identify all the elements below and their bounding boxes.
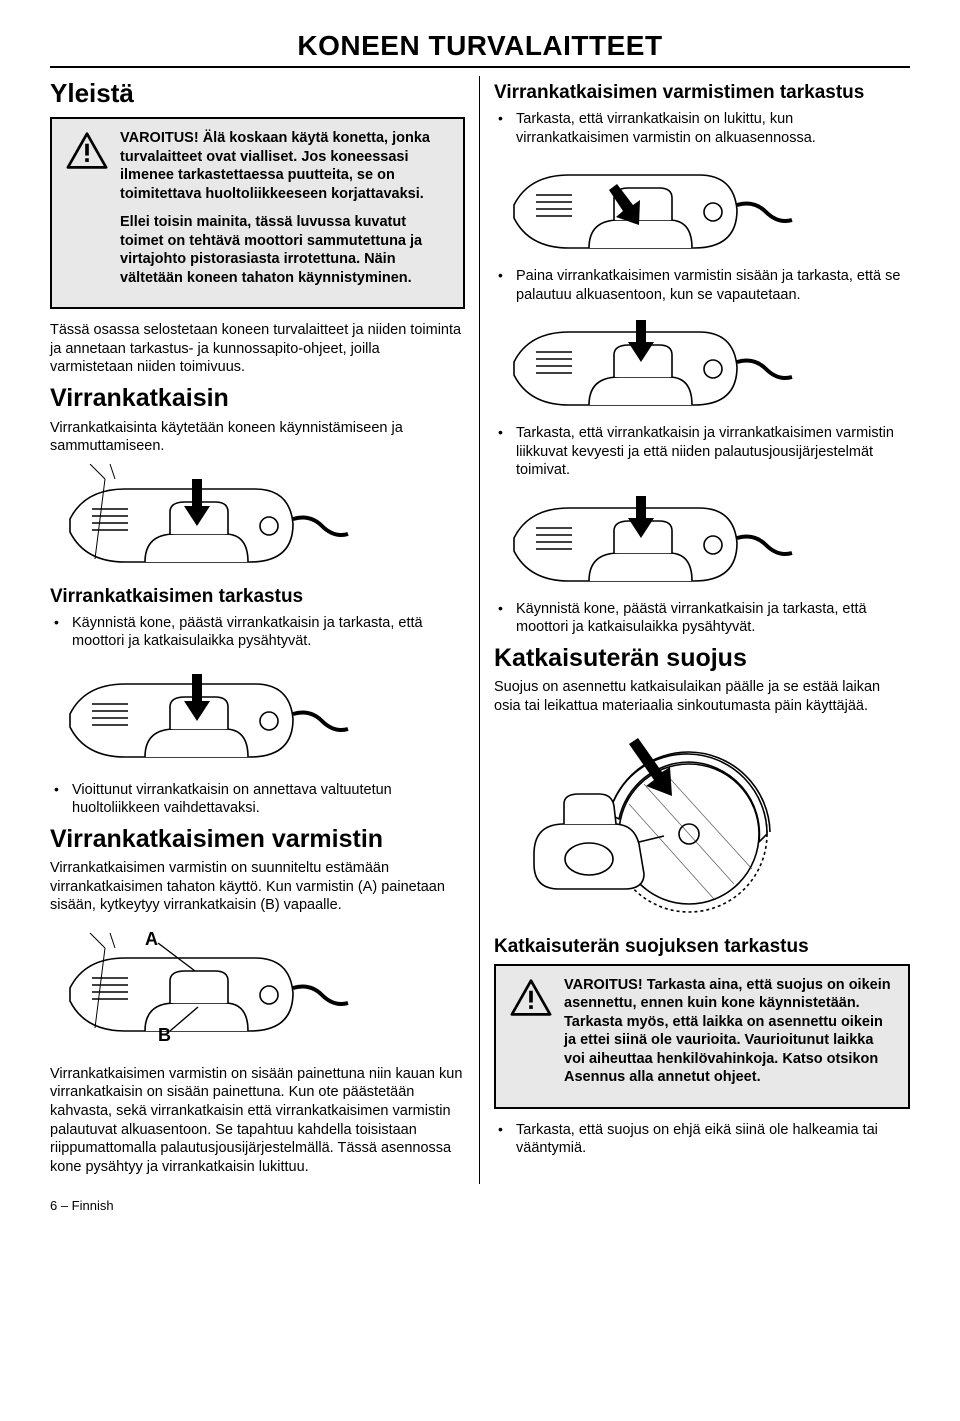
vkv-para2: Virrankatkaisimen varmistin on sisään pa…	[50, 1065, 465, 1176]
heading-vk-varmistin: Virrankatkaisimen varmistin	[50, 826, 465, 854]
warning-text-2: VAROITUS! Tarkasta aina, että suojus on …	[564, 976, 896, 1097]
r-bullet-3: Tarkasta, että virrankatkaisin ja virran…	[494, 424, 910, 480]
intro-paragraph: Tässä osassa selostetaan koneen turvalai…	[50, 321, 465, 377]
warn1-para1: VAROITUS! Älä koskaan käytä konetta, jon…	[120, 129, 451, 203]
right-column: Virrankatkaisimen varmistimen tarkastus …	[480, 76, 910, 1184]
page-title: KONEEN TURVALAITTEET	[50, 30, 910, 62]
warn1-para2: Ellei toisin mainita, tässä luvussa kuva…	[120, 213, 451, 287]
virrankatkaisin-para: Virrankatkaisinta käytetään koneen käynn…	[50, 419, 465, 456]
page-footer: 6 – Finnish	[50, 1198, 910, 1213]
warn2-para: VAROITUS! Tarkasta aina, että suojus on …	[564, 976, 896, 1087]
heading-yleista: Yleistä	[50, 78, 465, 109]
figure-guard	[494, 724, 910, 924]
heading-varm-tarkastus: Virrankatkaisimen varmistimen tarkastus	[494, 82, 910, 104]
warning-icon	[508, 976, 554, 1097]
warning-icon	[64, 129, 110, 297]
r-bullet-1: Tarkasta, että virrankatkaisin on lukitt…	[494, 110, 910, 147]
figure-switch-ab: A B	[50, 923, 465, 1053]
figure-right-3	[494, 488, 910, 588]
heading-suojus-tarkastus: Katkaisuterän suojuksen tarkastus	[494, 936, 910, 958]
figure-right-1	[494, 155, 910, 255]
label-b: B	[158, 1025, 171, 1045]
figure-right-2	[494, 312, 910, 412]
heading-virrankatkaisin: Virrankatkaisin	[50, 385, 465, 413]
heading-vk-tarkastus: Virrankatkaisimen tarkastus	[50, 586, 465, 608]
title-rule	[50, 66, 910, 68]
two-column-layout: Yleistä VAROITUS! Älä koskaan käytä kone…	[50, 76, 910, 1184]
suojus-para: Suojus on asennettu katkaisulaikan pääll…	[494, 678, 910, 715]
heading-suojus: Katkaisuterän suojus	[494, 645, 910, 673]
figure-switch-1	[50, 464, 465, 574]
warning-text-1: VAROITUS! Älä koskaan käytä konetta, jon…	[120, 129, 451, 297]
warning-box-2: VAROITUS! Tarkasta aina, että suojus on …	[494, 964, 910, 1109]
r-bullet-5: Tarkasta, että suojus on ehjä eikä siinä…	[494, 1121, 910, 1158]
vkv-para1: Virrankatkaisimen varmistin on suunnitel…	[50, 859, 465, 915]
warning-box-1: VAROITUS! Älä koskaan käytä konetta, jon…	[50, 117, 465, 309]
figure-switch-2	[50, 659, 465, 769]
label-a: A	[145, 929, 158, 949]
r-bullet-4: Käynnistä kone, päästä virrankatkaisin j…	[494, 600, 910, 637]
r-bullet-2: Paina virrankatkaisimen varmistin sisään…	[494, 267, 910, 304]
vk-bullet-2: Vioittunut virrankatkaisin on annettava …	[50, 781, 465, 818]
left-column: Yleistä VAROITUS! Älä koskaan käytä kone…	[50, 76, 480, 1184]
vk-bullet-1: Käynnistä kone, päästä virrankatkaisin j…	[50, 614, 465, 651]
